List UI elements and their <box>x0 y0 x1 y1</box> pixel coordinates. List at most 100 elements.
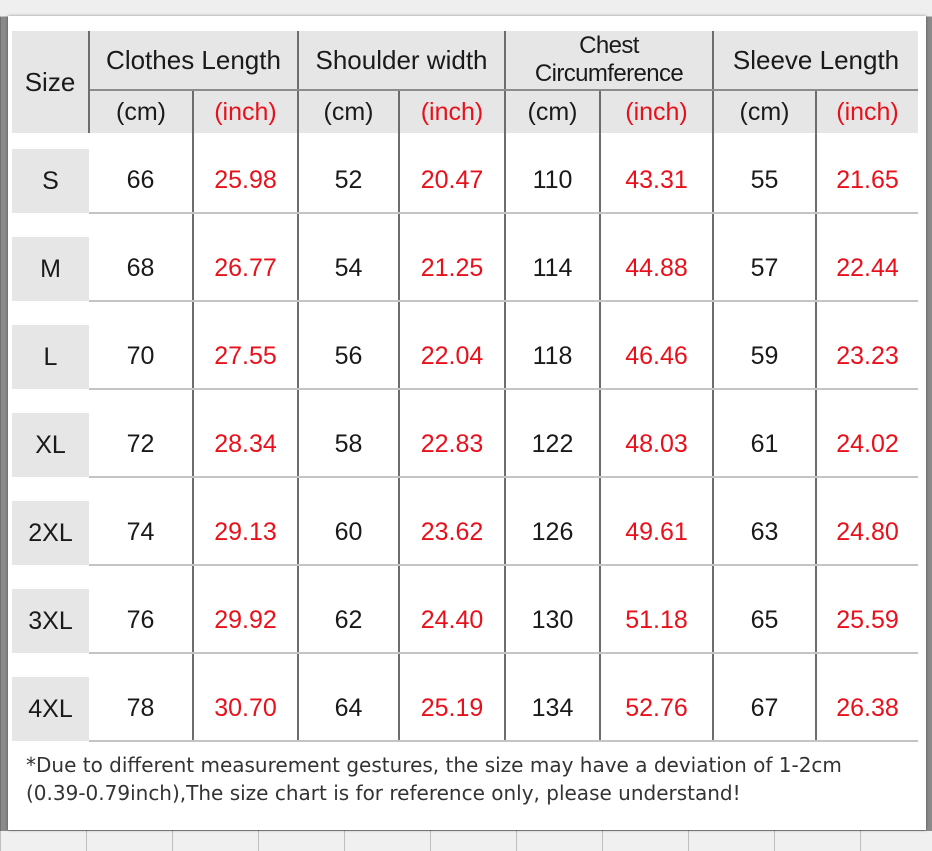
chest-circumference-cm-cell: 114 <box>505 237 601 302</box>
chest-circumference-inch-cell: 43.31 <box>600 149 715 214</box>
row-separator <box>12 653 919 677</box>
sleeve-length-cm-cell: 59 <box>713 325 818 390</box>
chest-circumference-cm-cell: 110 <box>505 149 601 214</box>
spacer-cell <box>399 213 506 237</box>
spacer-cell <box>89 213 194 237</box>
sleeve-length-cm-cell: 61 <box>713 413 818 478</box>
spacer-cell <box>600 213 715 237</box>
header-gap-row <box>12 133 919 149</box>
spacer-cell <box>600 389 715 413</box>
clothes-length-header: Clothes Length <box>89 31 299 91</box>
spacer-cell <box>89 301 194 325</box>
clothes-length-cm-unit: (cm) <box>89 90 194 133</box>
spacer-cell <box>713 389 818 413</box>
table-row: 3XL 76 29.92 62 24.40 130 51.18 65 25.59 <box>12 589 919 654</box>
sleeve-length-cm-cell: 57 <box>713 237 818 302</box>
shoulder-width-cm-cell: 64 <box>298 677 400 742</box>
shoulder-width-cm-cell: 52 <box>298 149 400 214</box>
spacer-cell <box>89 653 194 677</box>
size-label: XL <box>12 413 89 477</box>
spacer-cell <box>713 653 818 677</box>
clothes-length-inch-cell: 30.70 <box>193 677 299 742</box>
spacer-cell <box>816 477 919 501</box>
shoulder-width-cm-unit: (cm) <box>298 90 400 133</box>
size-column-header: Size <box>12 31 90 133</box>
table-row: S 66 25.98 52 20.47 110 43.31 55 21.65 <box>12 149 919 214</box>
spacer-cell <box>713 213 818 237</box>
spacer-cell <box>12 565 89 589</box>
row-separator <box>12 477 919 501</box>
spacer-cell <box>600 653 715 677</box>
size-label: M <box>12 237 89 301</box>
spacer-cell <box>816 133 919 149</box>
clothes-length-cm-cell: 66 <box>89 149 194 214</box>
spacer-cell <box>505 565 601 589</box>
spacer-cell <box>193 565 299 589</box>
chest-circumference-inch-cell: 51.18 <box>600 589 715 654</box>
spacer-cell <box>298 653 400 677</box>
spacer-cell <box>600 565 715 589</box>
spacer-cell <box>399 477 506 501</box>
size-chart-table: Size Clothes Length Shoulder width Chest… <box>12 31 919 742</box>
sleeve-length-inch-cell: 24.80 <box>816 501 919 566</box>
shoulder-width-inch-cell: 22.04 <box>399 325 506 390</box>
spacer-cell <box>600 133 715 149</box>
spacer-cell <box>816 389 919 413</box>
spacer-cell <box>298 301 400 325</box>
clothes-length-inch-unit: (inch) <box>193 90 299 133</box>
shoulder-width-inch-unit: (inch) <box>399 90 506 133</box>
spreadsheet-toolbar-strip <box>0 0 932 17</box>
sleeve-length-cm-unit: (cm) <box>713 90 818 133</box>
sleeve-length-cm-cell: 65 <box>713 589 818 654</box>
spacer-cell <box>193 653 299 677</box>
sleeve-length-cm-cell: 55 <box>713 149 818 214</box>
size-label: 3XL <box>12 589 89 653</box>
shoulder-width-inch-cell: 22.83 <box>399 413 506 478</box>
spacer-cell <box>193 301 299 325</box>
sleeve-length-inch-cell: 25.59 <box>816 589 919 654</box>
chest-circumference-inch-cell: 52.76 <box>600 677 715 742</box>
spacer-cell <box>505 133 601 149</box>
spacer-cell <box>193 133 299 149</box>
clothes-length-inch-cell: 26.77 <box>193 237 299 302</box>
clothes-length-cm-cell: 72 <box>89 413 194 478</box>
spacer-cell <box>713 301 818 325</box>
shoulder-width-inch-cell: 24.40 <box>399 589 506 654</box>
spreadsheet-grid-strip <box>0 831 932 851</box>
spacer-cell <box>600 477 715 501</box>
sleeve-length-cm-cell: 63 <box>713 501 818 566</box>
chest-circumference-cm-unit: (cm) <box>505 90 601 133</box>
spacer-cell <box>89 133 194 149</box>
shoulder-width-cm-cell: 54 <box>298 237 400 302</box>
shoulder-width-inch-cell: 23.62 <box>399 501 506 566</box>
chest-circumference-inch-unit: (inch) <box>600 90 715 133</box>
table-row: 4XL 78 30.70 64 25.19 134 52.76 67 26.38 <box>12 677 919 742</box>
spacer-cell <box>816 565 919 589</box>
shoulder-width-inch-cell: 25.19 <box>399 677 506 742</box>
spacer-cell <box>505 301 601 325</box>
clothes-length-inch-cell: 25.98 <box>193 149 299 214</box>
chest-circumference-inch-cell: 46.46 <box>600 325 715 390</box>
spacer-cell <box>12 213 89 237</box>
spacer-cell <box>298 565 400 589</box>
chest-circumference-cm-cell: 118 <box>505 325 601 390</box>
size-label: 4XL <box>12 677 89 741</box>
measurement-disclaimer: *Due to different measurement gestures, … <box>26 753 842 805</box>
spacer-cell <box>12 301 89 325</box>
shoulder-width-cm-cell: 62 <box>298 589 400 654</box>
shoulder-width-cm-cell: 58 <box>298 413 400 478</box>
shoulder-width-inch-cell: 21.25 <box>399 237 506 302</box>
spacer-cell <box>399 565 506 589</box>
spacer-cell <box>193 477 299 501</box>
clothes-length-cm-cell: 70 <box>89 325 194 390</box>
chest-circumference-cm-cell: 122 <box>505 413 601 478</box>
sleeve-length-header: Sleeve Length <box>713 31 919 91</box>
table-row: XL 72 28.34 58 22.83 122 48.03 61 24.02 <box>12 413 919 478</box>
chest-circumference-cm-cell: 134 <box>505 677 601 742</box>
chest-circumference-cm-cell: 130 <box>505 589 601 654</box>
chest-circumference-header: Chest Circumference <box>505 31 715 91</box>
spacer-cell <box>399 133 506 149</box>
spacer-cell <box>505 477 601 501</box>
spacer-cell <box>399 301 506 325</box>
sleeve-length-cm-cell: 67 <box>713 677 818 742</box>
